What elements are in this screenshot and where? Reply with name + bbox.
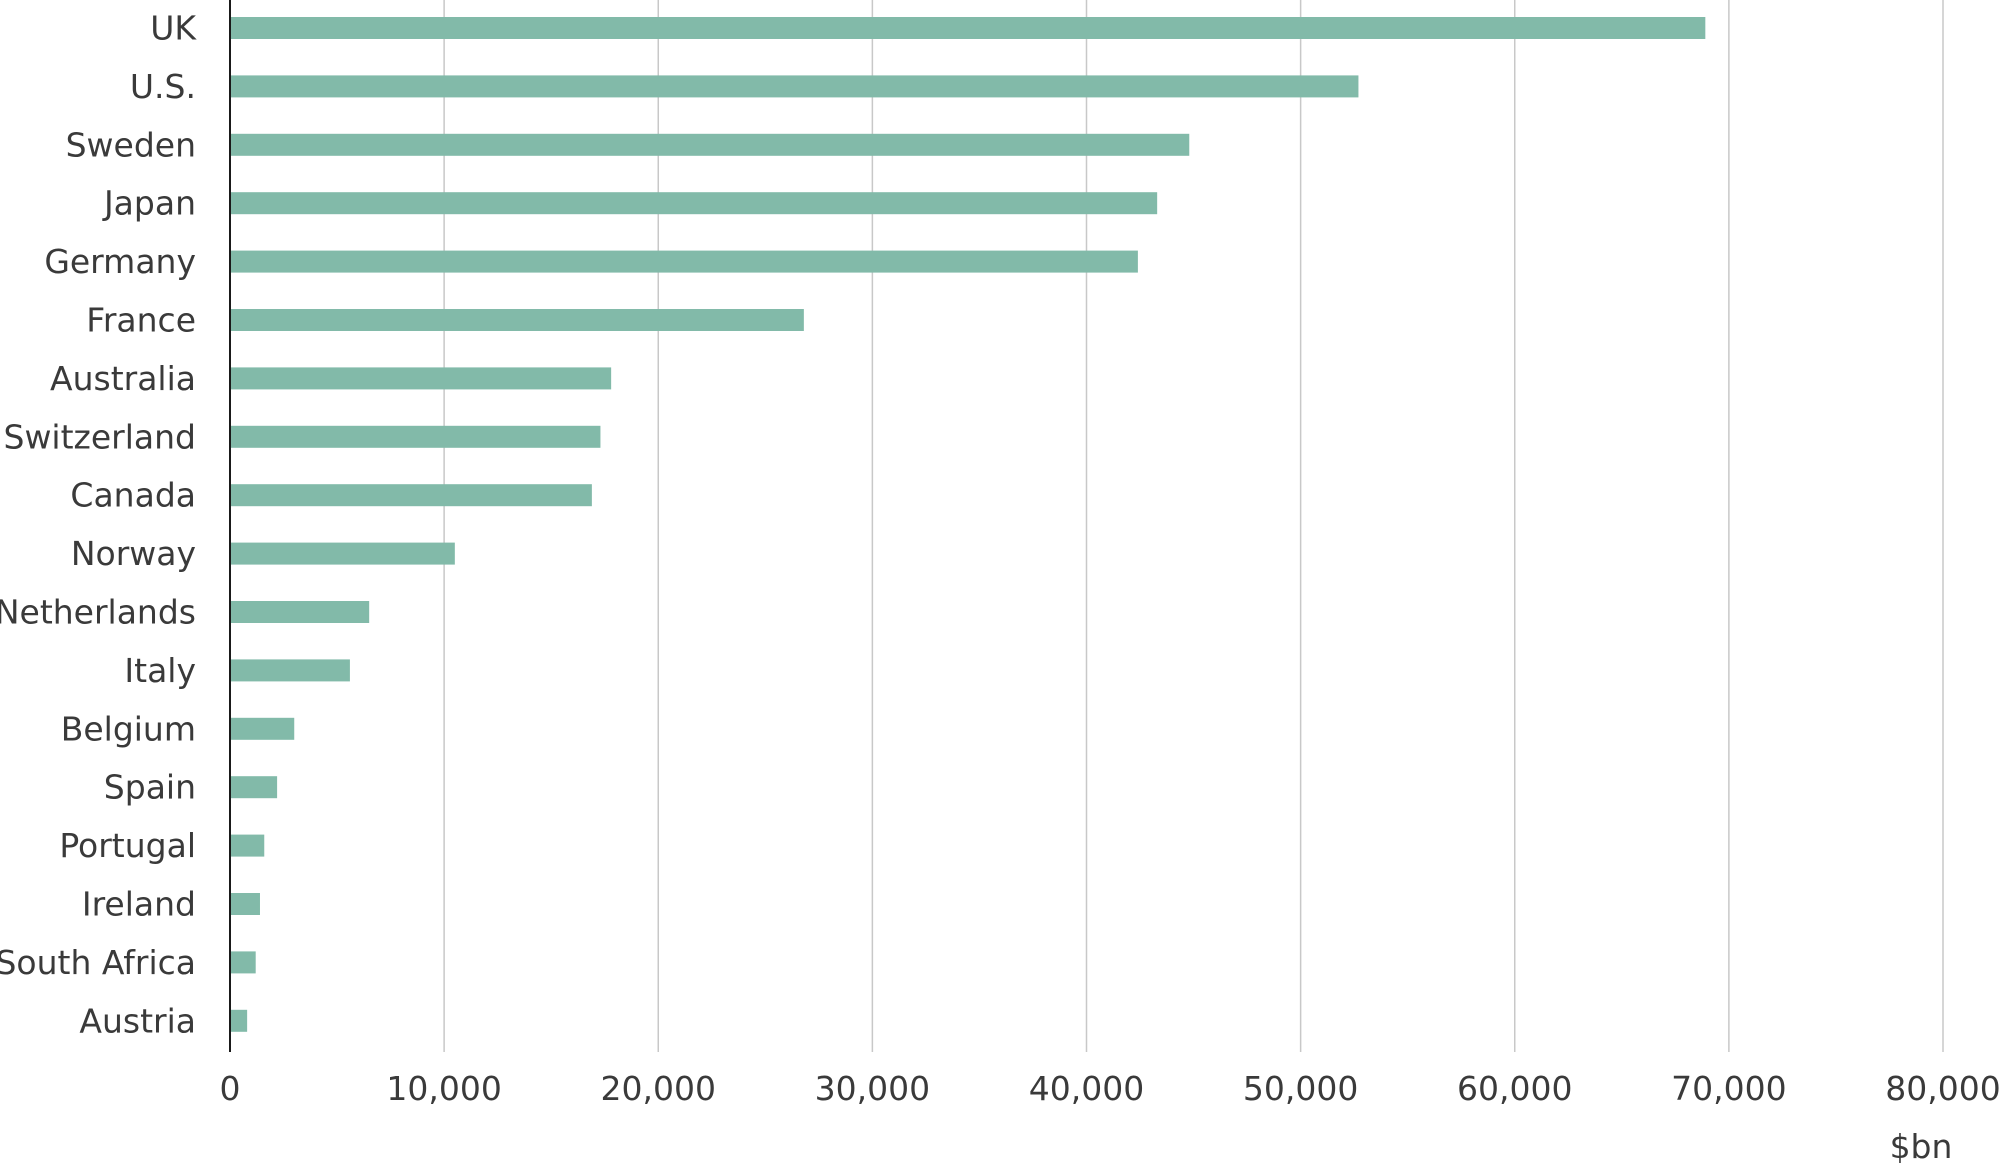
category-labels: UK U.S. Sweden Japan Germany France Australia S… — [0, 9, 197, 1041]
category-label-switzerland: Switzerland — [4, 417, 197, 456]
bar-spain — [230, 776, 278, 799]
category-label-germany: Germany — [44, 242, 196, 281]
category-label-italy: Italy — [124, 651, 196, 690]
bar-australia — [230, 367, 612, 390]
x-tick-label-1: 10,000 — [386, 1069, 501, 1108]
bars — [230, 17, 1706, 1032]
category-label-uk: UK — [150, 9, 197, 48]
bar-japan — [230, 192, 1158, 215]
bar-norway — [230, 542, 455, 565]
x-axis-tick-labels: 0 10,000 20,000 30,000 40,000 50,000 60,000 70,… — [220, 1069, 2001, 1108]
category-label-japan: Japan — [102, 184, 196, 223]
x-tick-label-5: 50,000 — [1243, 1069, 1358, 1108]
bar-south-africa — [230, 951, 256, 974]
category-label-netherlands: Netherlands — [0, 593, 196, 632]
bar-netherlands — [230, 601, 370, 623]
category-label-australia: Australia — [50, 359, 196, 398]
category-label-sweden: Sweden — [66, 125, 196, 164]
bar-ireland — [230, 893, 260, 915]
category-label-austria: Austria — [79, 1001, 196, 1040]
bar-portugal — [230, 834, 265, 857]
bar-uk — [230, 17, 1706, 39]
category-label-portugal: Portugal — [59, 826, 196, 865]
bar-france — [230, 309, 804, 331]
bar-switzerland — [230, 425, 601, 448]
bar-canada — [230, 484, 592, 507]
x-tick-label-4: 40,000 — [1029, 1069, 1144, 1108]
bar-germany — [230, 250, 1138, 273]
bar-sweden — [230, 133, 1190, 156]
category-label-ireland: Ireland — [82, 885, 196, 924]
x-tick-label-8: 80,000 — [1885, 1069, 2000, 1108]
x-tick-label-3: 30,000 — [815, 1069, 930, 1108]
bar-italy — [230, 659, 350, 682]
x-tick-label-7: 70,000 — [1671, 1069, 1786, 1108]
x-tick-label-6: 60,000 — [1457, 1069, 1572, 1108]
category-label-u-s: U.S. — [130, 67, 196, 106]
category-label-canada: Canada — [70, 476, 196, 515]
category-label-belgium: Belgium — [61, 709, 196, 748]
category-label-south-africa: South Africa — [0, 943, 196, 982]
grid-lines — [443, 0, 1944, 1052]
category-label-norway: Norway — [71, 534, 196, 573]
category-label-france: France — [86, 301, 196, 340]
bar-u-s — [230, 75, 1359, 98]
bar-belgium — [230, 717, 295, 740]
x-tick-label-0: 0 — [220, 1069, 241, 1108]
x-tick-label-2: 20,000 — [601, 1069, 716, 1108]
category-label-spain: Spain — [104, 768, 196, 807]
bar-austria — [230, 1009, 248, 1032]
x-axis-unit-label: $bn — [1890, 1127, 1953, 1166]
